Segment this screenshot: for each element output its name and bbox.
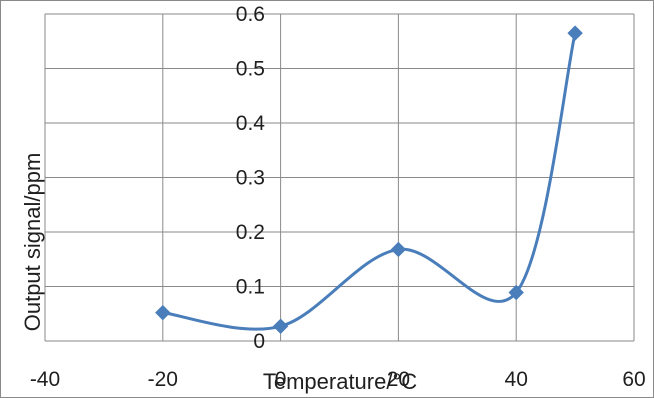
x-tick-label: 40 xyxy=(505,368,528,391)
x-tick-label: 20 xyxy=(387,368,410,391)
series-line xyxy=(161,31,577,331)
data-point-marker xyxy=(272,318,289,334)
x-tick-label: -20 xyxy=(148,368,178,391)
x-tick-label: 0 xyxy=(275,368,287,391)
x-axis-title: Temperature/°C xyxy=(263,369,417,394)
y-tick-label: 0 xyxy=(253,330,265,353)
y-tick-label: 0.2 xyxy=(236,221,265,244)
data-point-marker xyxy=(508,284,524,301)
y-tick-label: 0.1 xyxy=(236,276,265,299)
y-tick-label: 0.6 xyxy=(236,3,265,26)
x-tick-label: -40 xyxy=(30,368,60,391)
x-tick-label: 60 xyxy=(622,368,645,391)
y-tick-label: 0.5 xyxy=(236,58,265,81)
data-point-marker xyxy=(567,25,583,41)
data-point-marker xyxy=(155,304,171,321)
series-layer xyxy=(155,25,583,334)
tick-labels: 0 0.1 0.2 0.3 0.4 0.5 0.6 -40 -20 0 20 40 60 xyxy=(30,3,646,391)
data-point-marker xyxy=(390,241,407,258)
y-tick-label: 0.4 xyxy=(236,112,266,135)
y-axis-title: Output signal/ppm xyxy=(20,153,45,332)
y-tick-label: 0.3 xyxy=(236,167,265,190)
